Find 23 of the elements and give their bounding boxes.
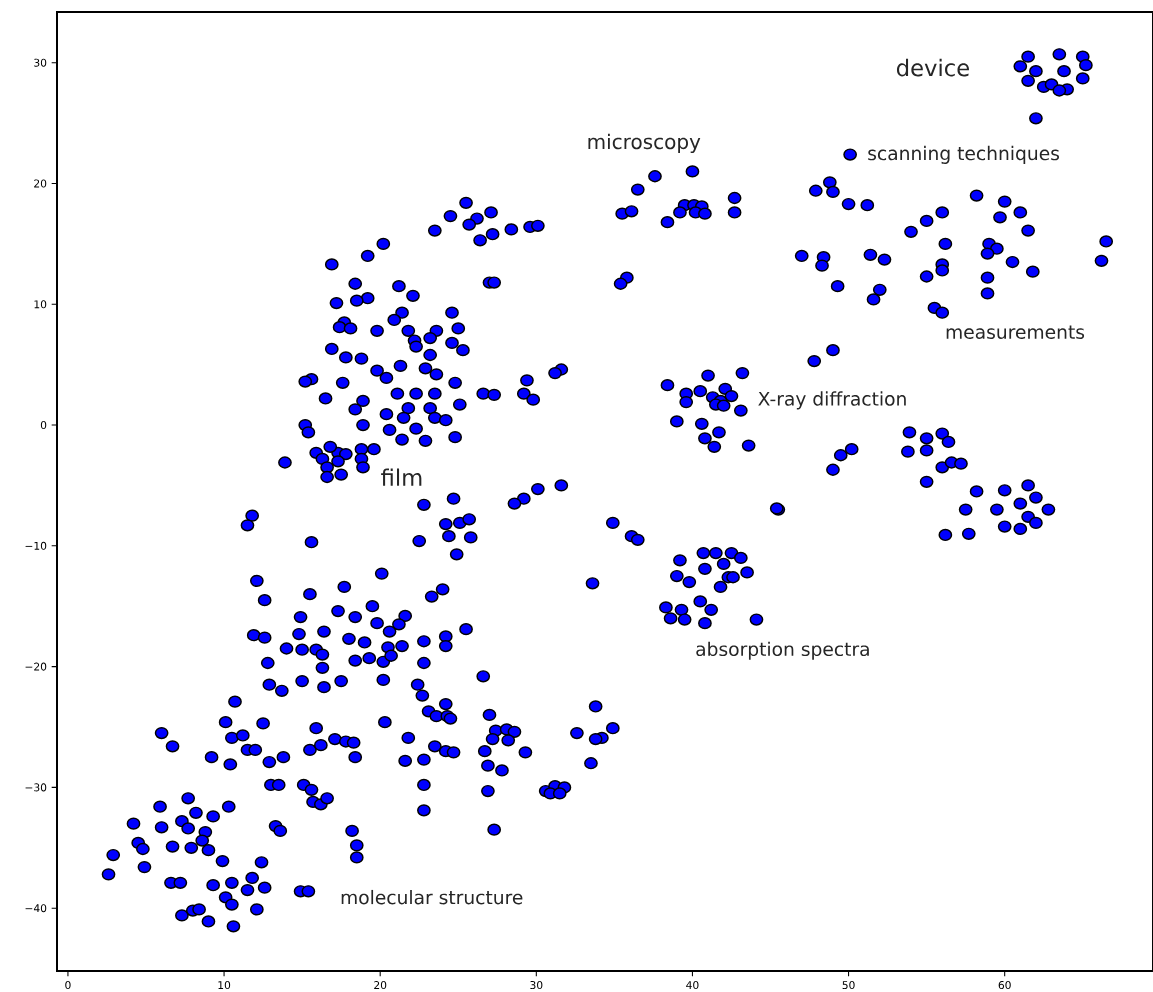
x-tick-label: 40 xyxy=(686,981,699,990)
y-tick-label: −30 xyxy=(25,783,47,792)
x-tick-label: 60 xyxy=(998,981,1011,990)
x-tick-label: 10 xyxy=(218,981,231,990)
annotation: device xyxy=(896,58,969,77)
x-tick-label: 30 xyxy=(530,981,543,990)
x-tick-label: 0 xyxy=(65,981,71,990)
annotation: X-ray diffraction xyxy=(758,391,906,410)
y-tick-label: 0 xyxy=(40,421,47,430)
annotation: measurements xyxy=(946,325,1085,339)
annotation: microscopy xyxy=(588,133,701,154)
annotation: film xyxy=(381,468,422,486)
annotation: scanning techniques xyxy=(868,145,1060,164)
y-tick-label: −20 xyxy=(25,662,47,671)
x-tick-label: 20 xyxy=(374,981,387,990)
y-tick-label: 10 xyxy=(34,300,47,309)
annotation: absorption spectra xyxy=(696,641,869,660)
y-tick-label: −40 xyxy=(25,904,47,913)
y-tick-label: −10 xyxy=(25,541,47,550)
y-tick-label: 30 xyxy=(34,58,47,67)
y-tick-label: 20 xyxy=(34,179,47,188)
annotation: molecular structure xyxy=(341,889,523,905)
x-tick-label: 50 xyxy=(842,981,855,990)
